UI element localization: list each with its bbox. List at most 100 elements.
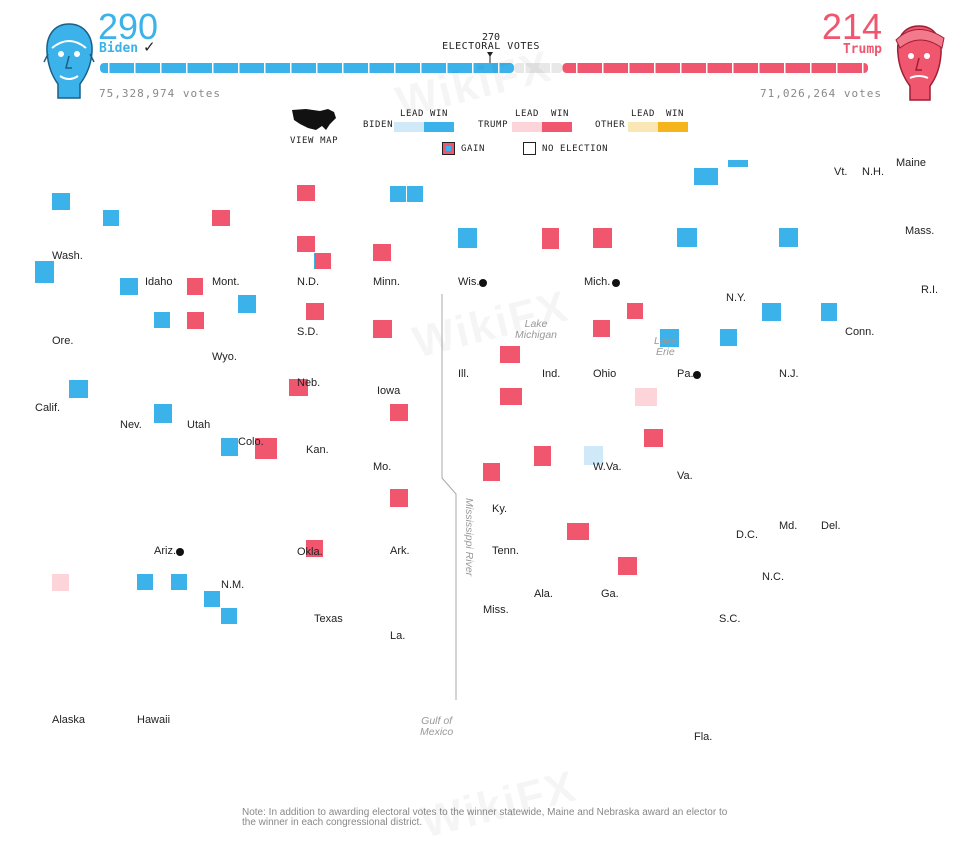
legend-trump-label: TRUMP (478, 120, 509, 130)
state-tile-texas[interactable] (261, 443, 277, 459)
state-label-idaho: Idaho (145, 276, 173, 288)
state-tile-hawaii[interactable] (221, 608, 237, 624)
state-label-wash: Wash. (52, 250, 83, 262)
tile-grid-map: Wash. Idaho Mont. N.D. Minn. Wis. Mich. … (0, 157, 977, 820)
state-tile-dc[interactable] (721, 330, 737, 346)
state-tile-neb[interactable] (315, 253, 331, 269)
state-tile-ny[interactable] (732, 160, 748, 167)
view-map-button[interactable]: VIEW MAP (290, 106, 340, 146)
state-tile-iowa[interactable] (375, 245, 391, 261)
state-tile-pa[interactable] (681, 231, 697, 247)
state-tile-la[interactable] (392, 491, 408, 507)
state-tile-minn[interactable] (407, 186, 423, 202)
state-label-hawaii: Hawaii (137, 714, 171, 726)
state-label-ariz: Ariz. (154, 545, 176, 557)
bar-separator (758, 63, 760, 73)
bar-separator (212, 63, 214, 73)
legend-lead-label: LEAD (631, 109, 656, 119)
state-tile-ind[interactable] (543, 233, 559, 249)
state-tile-sd[interactable] (299, 185, 315, 201)
state-label-ny: N.Y. (726, 292, 746, 304)
state-tile-hawaii[interactable] (137, 574, 153, 590)
state-tile-minn[interactable] (390, 186, 406, 202)
state-tile-wva[interactable] (594, 321, 610, 337)
state-tile-wyo[interactable] (214, 210, 230, 226)
state-tile-mo[interactable] (376, 322, 392, 338)
state-tile-wva[interactable] (627, 303, 643, 319)
winner-check-icon: ✓ (143, 39, 156, 56)
flip-dot-icon (176, 548, 184, 556)
state-tile-calif[interactable] (72, 382, 88, 398)
state-tile-nev[interactable] (122, 279, 138, 295)
state-tile-tenn[interactable] (506, 389, 522, 405)
state-label-md: Md. (779, 520, 798, 532)
state-label-ark: Ark. (390, 545, 410, 557)
map-legend: VIEW MAP BIDEN LEAD WIN TRUMP LEAD WIN O… (290, 104, 710, 164)
view-map-label: VIEW MAP (290, 136, 339, 146)
state-tile-ill[interactable] (461, 232, 477, 248)
state-tile-nev[interactable] (154, 312, 170, 328)
state-label-wyo: Wyo. (212, 351, 237, 363)
state-tile-kan[interactable] (308, 304, 324, 320)
state-tile-ark[interactable] (392, 405, 408, 421)
state-tile-ore[interactable] (103, 210, 119, 226)
state-label-la: La. (390, 630, 406, 642)
state-tile-nm[interactable] (222, 440, 238, 456)
biden-win-swatch (424, 122, 454, 132)
state-tile-hawaii[interactable] (204, 591, 220, 607)
state-tile-neb[interactable] (299, 236, 315, 252)
state-tile-ohio[interactable] (596, 232, 612, 248)
state-tile-del[interactable] (821, 305, 837, 321)
state-tile-miss[interactable] (484, 465, 500, 481)
state-tile-colo[interactable] (240, 297, 256, 313)
bar-separator (238, 63, 240, 73)
state-label-mich: Mich. (584, 276, 611, 288)
state-tile-md[interactable] (765, 305, 781, 321)
state-label-dc: D.C. (736, 529, 758, 541)
state-tile-okla[interactable] (292, 380, 308, 396)
state-tile-ga[interactable] (587, 449, 603, 465)
state-tile-ore[interactable] (54, 194, 70, 210)
state-tile-fla[interactable] (621, 559, 637, 575)
state-tile-utah[interactable] (187, 279, 203, 295)
lake-michigan-label: Lake Michigan (515, 318, 558, 341)
bar-separator (706, 63, 708, 73)
state-label-nc: N.C. (762, 571, 784, 583)
trump-win-swatch (542, 122, 572, 132)
state-tile-ky[interactable] (504, 347, 520, 363)
bar-separator (524, 63, 526, 73)
state-label-minn: Minn. (373, 276, 400, 288)
biden-electoral-count: 290 (98, 6, 159, 47)
results-header: 290 Biden ✓ 75,328,974 votes 270 ELECTOR… (0, 0, 977, 110)
state-tile-calif[interactable] (38, 267, 54, 283)
state-tile-texas[interactable] (307, 541, 323, 557)
bar-separator (732, 63, 734, 73)
state-tile-nj[interactable] (782, 231, 798, 247)
state-tile-ala[interactable] (535, 450, 551, 466)
state-tile-ny[interactable] (702, 169, 718, 185)
state-label-mo: Mo. (373, 461, 392, 473)
bar-separator (836, 63, 838, 73)
bar-separator (342, 63, 344, 73)
bar-separator (628, 63, 630, 73)
legend-win-label: WIN (430, 109, 449, 119)
bar-separator (810, 63, 812, 73)
state-tile-va[interactable] (663, 331, 679, 347)
state-tile-hawaii[interactable] (171, 574, 187, 590)
bar-separator (472, 63, 474, 73)
state-tile-nc[interactable] (641, 390, 657, 406)
state-tile-ariz[interactable] (156, 407, 172, 423)
state-label-vt: Vt. (834, 166, 848, 178)
state-tile-fla[interactable] (573, 524, 589, 540)
state-label-wva: W.Va. (593, 461, 622, 473)
trump-lead-swatch (512, 122, 542, 132)
electoral-threshold: 270 (481, 32, 501, 43)
state-tile-alaska[interactable] (53, 575, 69, 591)
state-label-tenn: Tenn. (492, 545, 519, 557)
state-tile-utah[interactable] (188, 313, 204, 329)
state-tile-sc[interactable] (647, 431, 663, 447)
state-label-okla: Okla. (297, 546, 323, 558)
biden-portrait-icon (36, 18, 102, 102)
flip-dot-icon (479, 279, 487, 287)
state-label-fla: Fla. (694, 731, 713, 743)
